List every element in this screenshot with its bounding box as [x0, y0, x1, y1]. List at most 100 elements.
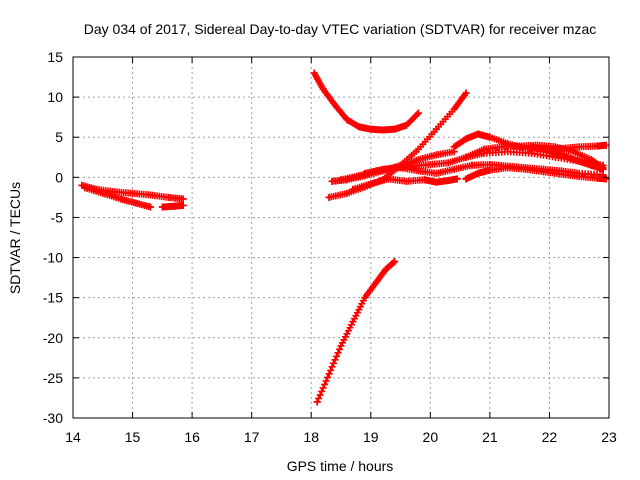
y-tick-label: 5	[55, 129, 63, 145]
data-point	[498, 143, 506, 151]
data-point	[179, 201, 187, 209]
data-point	[331, 101, 339, 109]
data-point	[414, 167, 422, 175]
data-point	[563, 153, 571, 161]
y-tick-label: -15	[43, 290, 63, 306]
data-point	[403, 177, 411, 185]
data-point	[179, 195, 187, 203]
data-point	[539, 168, 547, 176]
series-arc-4	[310, 69, 422, 134]
data-point	[462, 135, 470, 143]
data-point	[569, 148, 577, 156]
data-point	[158, 203, 166, 211]
x-tick-label: 20	[423, 429, 439, 445]
series-arc-6	[325, 89, 470, 201]
y-tick-label: 15	[47, 49, 63, 65]
data-point	[355, 123, 363, 131]
x-tick-label: 17	[244, 429, 260, 445]
data-point	[575, 157, 583, 165]
data-point	[379, 126, 387, 134]
x-tick-label: 15	[125, 429, 141, 445]
y-tick-label: -10	[43, 250, 63, 266]
axis-ticks	[72, 56, 610, 419]
data-point	[522, 165, 530, 173]
plot-frame	[72, 56, 610, 419]
y-tick-label: -20	[43, 330, 63, 346]
data-point	[602, 141, 610, 149]
data-point	[450, 165, 458, 173]
series-markers	[310, 69, 422, 134]
data-point	[575, 143, 583, 151]
data-point	[397, 164, 405, 172]
data-point	[587, 161, 595, 169]
data-point	[432, 178, 440, 186]
data-point	[504, 164, 512, 172]
x-tick-label: 21	[482, 429, 498, 445]
data-point	[373, 278, 381, 286]
x-tick-label: 18	[303, 429, 319, 445]
y-axis-label: SDTVAR / TECUs	[7, 182, 23, 294]
data-point	[551, 149, 559, 157]
series-arc-11	[450, 130, 610, 153]
data-point	[474, 169, 482, 177]
data-point	[474, 130, 482, 138]
x-tick-label: 23	[601, 429, 617, 445]
data-point	[432, 169, 440, 177]
y-tick-label: -25	[43, 370, 63, 386]
data-point	[426, 160, 434, 168]
data-point	[575, 173, 583, 181]
data-point	[539, 145, 547, 153]
data-point	[599, 165, 607, 173]
data-point	[146, 191, 154, 199]
series-markers	[313, 258, 399, 406]
x-tick-label: 22	[542, 429, 558, 445]
series-arc-13	[462, 164, 610, 183]
data-point	[602, 175, 610, 183]
y-tick-label: -30	[43, 410, 63, 426]
data-point	[325, 370, 333, 378]
data-point	[444, 177, 452, 185]
data-point	[117, 195, 125, 203]
series-arc-5	[313, 258, 399, 406]
data-point	[325, 193, 333, 201]
data-point	[164, 193, 172, 201]
data-point	[420, 176, 428, 184]
data-point	[328, 177, 336, 185]
data-point	[349, 185, 357, 193]
grid-lines	[73, 57, 609, 418]
data-point	[462, 89, 470, 97]
data-point	[486, 133, 494, 141]
data-point	[528, 143, 536, 151]
data-point	[557, 170, 565, 178]
data-point	[480, 145, 488, 153]
data-point	[343, 189, 351, 197]
series-markers	[325, 89, 470, 201]
chart-title: Day 034 of 2017, Sidereal Day-to-day VTE…	[84, 21, 597, 37]
data-point	[319, 85, 327, 93]
data-point	[462, 153, 470, 161]
y-tick-label: 0	[55, 169, 63, 185]
data-point	[379, 165, 387, 173]
data-point	[337, 342, 345, 350]
data-point	[391, 258, 399, 266]
data-point	[132, 199, 140, 207]
series-arc-10	[349, 175, 461, 193]
data-point	[486, 166, 494, 174]
data-point	[361, 294, 369, 302]
series-arc-14	[528, 143, 607, 173]
data-point	[170, 202, 178, 210]
data-series	[78, 69, 610, 406]
x-tick-label: 14	[65, 429, 81, 445]
data-point	[367, 125, 375, 133]
data-point	[551, 143, 559, 151]
data-point	[99, 189, 107, 197]
y-tick-label: -5	[51, 209, 64, 225]
data-point	[355, 172, 363, 180]
data-point	[468, 161, 476, 169]
data-point	[146, 203, 154, 211]
data-point	[129, 189, 137, 197]
series-markers	[349, 175, 461, 193]
data-point	[432, 125, 440, 133]
data-point	[593, 174, 601, 182]
